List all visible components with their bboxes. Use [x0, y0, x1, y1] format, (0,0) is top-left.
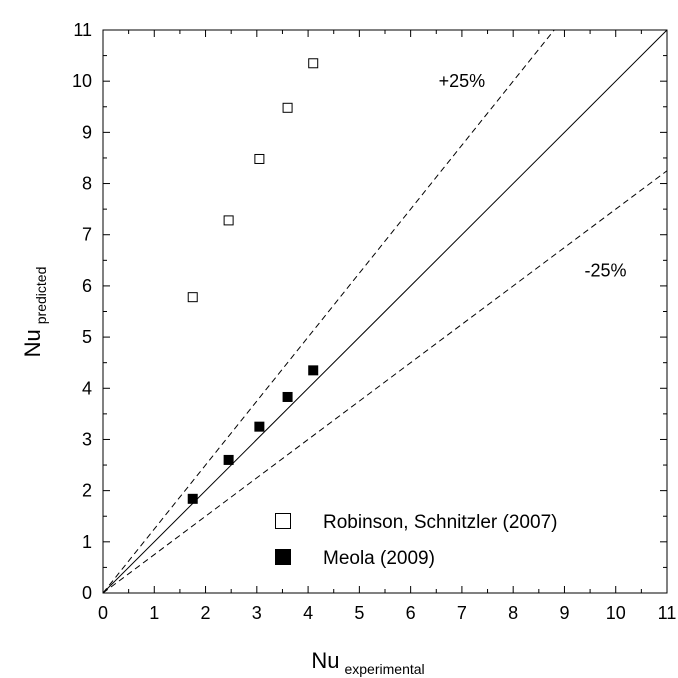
data-point-filled-square: [282, 391, 293, 402]
data-point-filled-square: [308, 365, 319, 376]
data-markers: [187, 58, 319, 504]
y-tick-label: 2: [82, 481, 92, 501]
x-tick-label: 0: [98, 603, 108, 623]
reference-line-parity: [102, 29, 668, 594]
x-axis-title: Nu experimental: [311, 648, 424, 677]
y-tick-label: 0: [82, 583, 92, 603]
data-point-filled-square: [254, 421, 265, 432]
y-tick-label: 4: [82, 378, 92, 398]
y-tick-label: 8: [82, 174, 92, 194]
y-tick-label: 11: [73, 20, 92, 40]
reference-line-minus-25: [102, 170, 668, 594]
x-axis-title-main: Nu: [311, 648, 339, 673]
y-axis-title-main: Nu: [20, 329, 45, 357]
legend-marker-open-square: [275, 513, 291, 529]
x-tick-label: 1: [149, 603, 159, 623]
x-tick-label: 8: [508, 603, 518, 623]
y-tick-label: 5: [82, 327, 92, 347]
x-tick-label: 10: [606, 603, 626, 623]
y-tick-label: 9: [82, 122, 92, 142]
legend-label: Robinson, Schnitzler (2007): [323, 512, 557, 533]
data-point-filled-square: [223, 454, 234, 465]
data-point-open-square: [308, 58, 319, 69]
axis-ticks: [102, 29, 668, 594]
plot-frame: [102, 29, 668, 594]
y-axis-title-sub: predicted: [33, 267, 49, 325]
legend-marker-filled-square: [275, 549, 291, 565]
annotation-label: -25%: [584, 261, 626, 281]
x-tick-label: 3: [252, 603, 262, 623]
data-point-open-square: [282, 102, 293, 113]
reference-lines: [102, 29, 668, 594]
x-tick-label: 2: [201, 603, 211, 623]
x-tick-label: 9: [559, 603, 569, 623]
data-point-open-square: [254, 153, 265, 164]
x-tick-label: 11: [658, 603, 677, 623]
y-tick-label: 6: [82, 276, 92, 296]
y-axis-title: Nu predicted: [20, 267, 49, 358]
data-point-open-square: [223, 215, 234, 226]
y-tick-label: 10: [72, 71, 92, 91]
tick-labels: 0 1 2 3 4 5 6 7 8 9 10 11 0 1 2 3 4 5 6 7 8 9 10 11: [72, 20, 676, 623]
legend: Robinson, Schnitzler (2007) Meola (2009): [275, 512, 557, 569]
x-tick-label: 7: [457, 603, 467, 623]
x-tick-label: 6: [406, 603, 416, 623]
y-tick-label: 3: [82, 429, 92, 449]
legend-label: Meola (2009): [323, 548, 435, 569]
data-point-filled-square: [187, 493, 198, 504]
annotation-label: +25%: [439, 71, 486, 91]
y-tick-label: 1: [82, 532, 92, 552]
x-tick-label: 4: [303, 603, 313, 623]
x-axis-title-sub: experimental: [344, 661, 424, 677]
y-tick-label: 7: [82, 225, 92, 245]
x-tick-label: 5: [354, 603, 364, 623]
annotations: +25% -25%: [439, 71, 627, 280]
reference-line-plus-25: [102, 29, 555, 594]
data-point-open-square: [187, 292, 198, 303]
